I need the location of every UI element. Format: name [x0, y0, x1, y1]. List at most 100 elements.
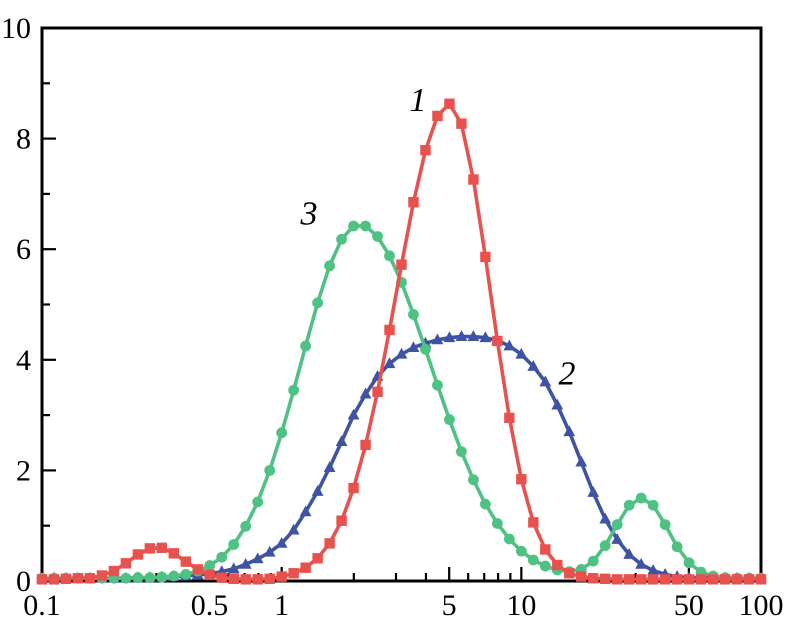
- circle-marker-icon: [408, 309, 419, 320]
- x-tick-label: 50: [674, 589, 704, 622]
- x-tick-label: 10: [506, 589, 536, 622]
- circle-marker-icon: [156, 571, 168, 583]
- circle-marker-icon: [264, 465, 276, 476]
- triangle-marker-icon: [587, 486, 600, 497]
- circle-marker-icon: [324, 260, 335, 272]
- curve-label-3: 3: [299, 195, 317, 232]
- square-marker-icon: [360, 439, 371, 451]
- circle-marker-icon: [372, 231, 383, 242]
- square-marker-icon: [647, 574, 659, 585]
- triangle-marker-icon: [443, 331, 456, 343]
- circle-marker-icon: [300, 340, 312, 352]
- triangle-marker-icon: [599, 512, 612, 524]
- triangle-marker-icon: [311, 485, 324, 496]
- square-marker-icon: [48, 574, 60, 585]
- circle-marker-icon: [336, 233, 347, 245]
- plot-frame: [40, 26, 763, 583]
- circle-marker-icon: [168, 570, 180, 582]
- square-marker-icon: [108, 565, 120, 577]
- circle-marker-icon: [587, 555, 599, 567]
- y-tick-label: 8: [16, 123, 31, 156]
- square-marker-icon: [755, 574, 767, 585]
- circle-marker-icon: [623, 499, 635, 511]
- square-marker-icon: [552, 559, 563, 571]
- circle-marker-icon: [204, 560, 216, 571]
- circle-marker-icon: [683, 557, 695, 569]
- square-marker-icon: [372, 386, 383, 398]
- axis-tick-labels: 0.1 0.5 1 5 10 50 100 0 2 4 6 8 10: [1, 12, 784, 622]
- circle-marker-icon: [240, 520, 252, 532]
- triangle-marker-icon: [323, 461, 336, 473]
- triangle-marker-icon: [515, 347, 528, 359]
- circle-marker-icon: [491, 518, 503, 529]
- square-marker-icon: [180, 556, 191, 567]
- triangle-marker-icon: [479, 331, 492, 343]
- circle-marker-icon: [216, 551, 228, 563]
- square-marker-icon: [156, 542, 168, 554]
- square-marker-icon: [635, 574, 647, 585]
- circle-marker-icon: [132, 572, 144, 584]
- square-marker-icon: [492, 335, 503, 347]
- triangle-marker-icon: [299, 505, 312, 517]
- triangle-marker-icon: [287, 523, 300, 535]
- circle-marker-icon: [611, 519, 623, 530]
- square-marker-icon: [96, 570, 108, 581]
- square-marker-icon: [264, 573, 275, 584]
- square-marker-icon: [36, 574, 48, 585]
- circle-marker-icon: [527, 554, 539, 566]
- circle-marker-icon: [120, 572, 132, 584]
- y-tick-label: 0: [16, 565, 31, 598]
- square-marker-icon: [456, 118, 467, 129]
- square-marker-icon: [528, 517, 539, 528]
- circle-marker-icon: [144, 572, 156, 584]
- circle-marker-icon: [228, 539, 240, 550]
- triangle-marker-icon: [335, 435, 348, 447]
- square-marker-icon: [384, 324, 395, 336]
- square-marker-icon: [168, 548, 180, 559]
- square-marker-icon: [623, 574, 635, 585]
- circle-marker-icon: [360, 220, 371, 232]
- circle-marker-icon: [671, 541, 683, 553]
- x-tick-label: 5: [442, 589, 457, 622]
- triangle-marker-icon: [347, 408, 360, 420]
- x-tick-label: 0.5: [191, 589, 229, 622]
- circle-marker-icon: [503, 533, 515, 545]
- circle-marker-icon: [468, 474, 479, 486]
- square-marker-icon: [276, 571, 287, 582]
- triangle-marker-icon: [551, 398, 564, 410]
- curve-label-1: 1: [409, 82, 426, 119]
- square-marker-icon: [671, 574, 683, 585]
- square-marker-icon: [312, 553, 323, 564]
- triangle-marker-icon: [455, 330, 468, 341]
- circle-marker-icon: [599, 540, 611, 552]
- triangle-marker-icon: [539, 375, 552, 387]
- triangle-marker-icon: [227, 562, 240, 574]
- triangle-marker-icon: [647, 564, 660, 575]
- y-tick-label: 4: [16, 344, 31, 377]
- circle-marker-icon: [515, 545, 527, 557]
- y-tick-label: 6: [16, 233, 31, 266]
- square-marker-icon: [600, 573, 611, 584]
- square-marker-icon: [731, 574, 743, 585]
- triangle-marker-icon: [383, 357, 396, 369]
- series-1: [36, 98, 767, 585]
- square-marker-icon: [252, 574, 263, 585]
- circle-marker-icon: [444, 414, 455, 425]
- circle-marker-icon: [635, 492, 647, 504]
- square-marker-icon: [396, 259, 407, 270]
- y-tick-label: 2: [16, 454, 31, 487]
- curve-label-2: 2: [558, 356, 575, 393]
- square-marker-icon: [444, 98, 455, 109]
- triangle-marker-icon: [407, 341, 420, 353]
- y-tick-label: 10: [1, 12, 31, 45]
- square-marker-icon: [420, 145, 431, 156]
- square-marker-icon: [588, 573, 599, 584]
- square-marker-icon: [612, 574, 623, 585]
- triangle-marker-icon: [575, 455, 588, 467]
- square-marker-icon: [72, 573, 84, 584]
- square-marker-icon: [564, 568, 575, 579]
- square-marker-icon: [408, 196, 419, 208]
- circle-marker-icon: [348, 220, 359, 232]
